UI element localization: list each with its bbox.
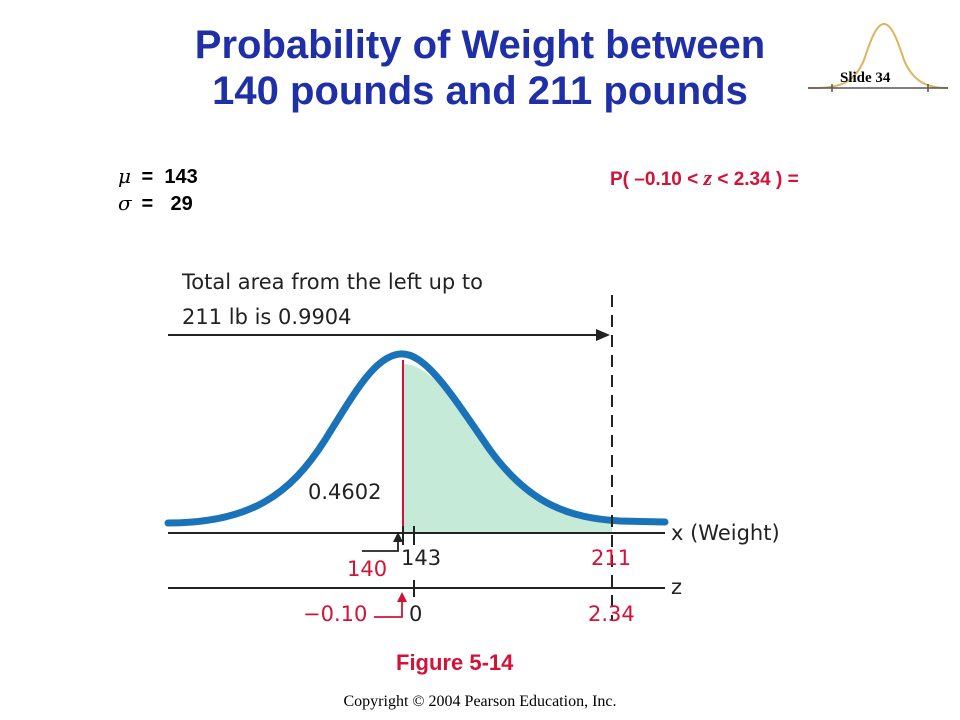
slide-number: Slide 34 <box>840 70 891 86</box>
lower-x-pointer-head-icon <box>393 532 403 542</box>
sigma-value: 29 <box>170 193 193 215</box>
z-tick-label-lower: −0.10 <box>303 602 367 626</box>
mu-symbol: μ <box>118 164 131 188</box>
x-axis-label: x (Weight) <box>671 521 780 545</box>
probability-suffix: < 2.34 ) = <box>712 169 799 190</box>
mu-value: 143 <box>164 166 198 188</box>
sd-row: σ = 29 <box>118 190 198 217</box>
sigma-equals: = <box>136 193 159 215</box>
slide-title: Probability of Weight between 140 pounds… <box>120 22 840 114</box>
annotation-line-1: Total area from the left up to <box>181 270 483 294</box>
title-line-1: Probability of Weight between <box>194 23 766 67</box>
sigma-symbol: σ <box>118 191 132 215</box>
lower-z-pointer-head-icon <box>397 592 407 602</box>
distribution-parameters: μ = 143 σ = 29 <box>118 163 198 217</box>
probability-expression: P( –0.10 < z < 2.34 ) = <box>610 165 799 191</box>
normal-curve <box>164 350 669 527</box>
z-axis-label: z <box>671 575 682 599</box>
annotation-line-2: 211 lb is 0.9904 <box>182 305 352 329</box>
title-line-2: 140 pounds and 211 pounds <box>212 69 748 113</box>
shaded-area-region <box>403 364 612 532</box>
lower-z-pointer <box>374 598 403 618</box>
probability-prefix: P( –0.10 < <box>610 169 704 190</box>
x-tick-label-211: 211 <box>591 546 631 570</box>
mean-row: μ = 143 <box>118 163 198 190</box>
x-tick-label-143: 143 <box>401 546 441 570</box>
z-tick-label-upper: 2.34 <box>588 602 635 626</box>
probability-z: z <box>703 165 713 190</box>
figure-caption: Figure 5-14 <box>396 650 514 675</box>
shaded-area-label: 0.4602 <box>308 480 381 504</box>
copyright-notice: Copyright © 2004 Pearson Education, Inc. <box>343 693 617 710</box>
mu-equals: = <box>136 166 165 188</box>
x-tick-label-140: 140 <box>347 557 387 581</box>
lower-x-pointer <box>362 538 399 552</box>
z-tick-label-0: 0 <box>409 602 422 626</box>
bell-curve-logo-icon <box>808 22 948 92</box>
arrow-head-icon <box>596 329 610 341</box>
